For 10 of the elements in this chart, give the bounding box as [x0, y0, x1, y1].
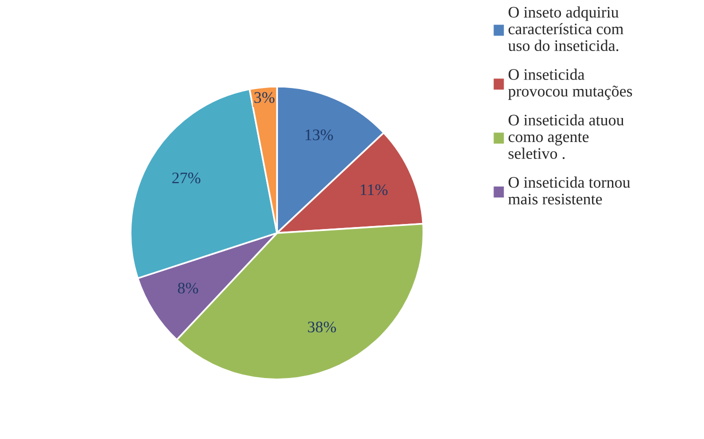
data-label: 8% — [178, 282, 198, 294]
legend-label: O inseticida tornou mais resistente — [508, 176, 630, 204]
data-label: 13% — [306, 129, 333, 140]
legend-label: O inseto adquiriu característica com uso do inseticida. — [508, 6, 624, 52]
data-label: 11% — [360, 184, 388, 196]
data-label: 3% — [254, 92, 274, 103]
data-label: 38% — [308, 322, 336, 332]
legend-label: O inseticida provocou mutações — [508, 68, 632, 100]
data-label: 27% — [172, 172, 200, 184]
legend-label: O inseticida atuou como agente seletivo . — [508, 114, 624, 159]
